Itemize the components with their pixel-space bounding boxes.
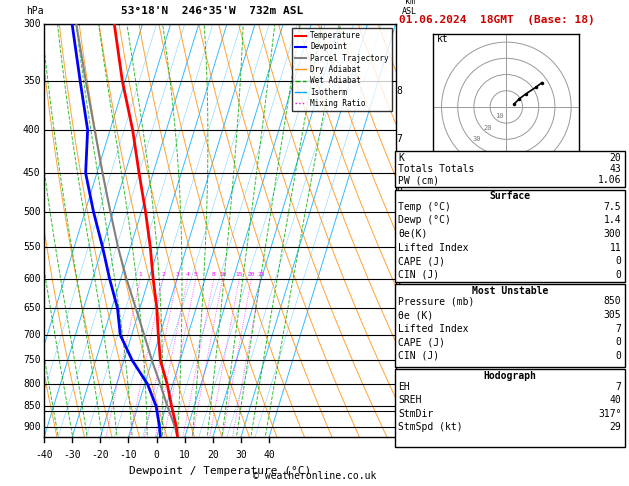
Text: 550: 550 [23, 242, 40, 252]
Text: 3: 3 [175, 272, 179, 277]
Text: 5: 5 [194, 272, 198, 277]
Text: 20: 20 [484, 124, 492, 131]
Text: 305: 305 [604, 310, 621, 320]
Text: 40: 40 [263, 450, 275, 460]
Text: θe (K): θe (K) [398, 310, 433, 320]
Text: Lifted Index: Lifted Index [398, 243, 469, 253]
Text: 350: 350 [23, 76, 40, 86]
Text: -40: -40 [35, 450, 53, 460]
Text: 11: 11 [610, 243, 621, 253]
Text: LCL: LCL [396, 406, 411, 415]
Text: 7: 7 [396, 134, 402, 144]
Text: CIN (J): CIN (J) [398, 351, 439, 361]
Text: 1: 1 [138, 272, 142, 277]
Text: 800: 800 [23, 379, 40, 389]
Text: SREH: SREH [398, 395, 421, 405]
Text: kt: kt [437, 34, 448, 44]
Text: CIN (J): CIN (J) [398, 270, 439, 280]
Text: -10: -10 [120, 450, 137, 460]
Text: Surface: Surface [489, 191, 530, 202]
Text: 1.06: 1.06 [598, 175, 621, 186]
Text: 450: 450 [23, 168, 40, 178]
Text: 600: 600 [23, 274, 40, 284]
Text: 6: 6 [396, 184, 402, 194]
Text: 850: 850 [23, 401, 40, 411]
Text: 7: 7 [616, 382, 621, 392]
Text: km
ASL: km ASL [402, 0, 417, 16]
Text: 20: 20 [610, 153, 621, 163]
Text: -20: -20 [91, 450, 109, 460]
Text: Most Unstable: Most Unstable [472, 286, 548, 296]
Text: 2: 2 [161, 272, 165, 277]
Text: 750: 750 [23, 355, 40, 365]
Legend: Temperature, Dewpoint, Parcel Trajectory, Dry Adiabat, Wet Adiabat, Isotherm, Mi: Temperature, Dewpoint, Parcel Trajectory… [292, 28, 392, 111]
Text: Hodograph: Hodograph [483, 371, 537, 382]
Text: 0: 0 [616, 337, 621, 347]
Text: 650: 650 [23, 303, 40, 313]
Text: 53°18'N  246°35'W  732m ASL: 53°18'N 246°35'W 732m ASL [121, 6, 304, 16]
Text: -30: -30 [64, 450, 81, 460]
Text: 500: 500 [23, 207, 40, 217]
Text: 300: 300 [23, 19, 40, 29]
Text: 0: 0 [616, 270, 621, 280]
Text: 900: 900 [23, 422, 40, 433]
Text: 1: 1 [396, 422, 402, 433]
Text: 2: 2 [396, 377, 402, 387]
Text: 30: 30 [235, 450, 247, 460]
Text: 700: 700 [23, 330, 40, 340]
Text: 8: 8 [212, 272, 216, 277]
Text: 0: 0 [616, 351, 621, 361]
Text: Dewpoint / Temperature (°C): Dewpoint / Temperature (°C) [129, 467, 311, 476]
Text: Pressure (mb): Pressure (mb) [398, 296, 474, 307]
Text: Mixing Ratio (g/kg): Mixing Ratio (g/kg) [415, 175, 425, 287]
Text: Totals Totals: Totals Totals [398, 164, 474, 174]
Text: 7.5: 7.5 [604, 202, 621, 212]
Text: 300: 300 [604, 229, 621, 239]
Text: 29: 29 [610, 422, 621, 433]
Text: hPa: hPa [26, 6, 44, 16]
Text: 8: 8 [396, 86, 402, 96]
Text: StmDir: StmDir [398, 409, 433, 419]
Text: 3: 3 [396, 330, 402, 340]
Text: θe(K): θe(K) [398, 229, 428, 239]
Text: 0: 0 [153, 450, 160, 460]
Text: 0: 0 [616, 256, 621, 266]
Text: 20: 20 [248, 272, 255, 277]
Text: 7: 7 [616, 324, 621, 334]
Text: 25: 25 [257, 272, 265, 277]
Text: 43: 43 [610, 164, 621, 174]
Text: © weatheronline.co.uk: © weatheronline.co.uk [253, 471, 376, 481]
Text: 317°: 317° [598, 409, 621, 419]
Text: Temp (°C): Temp (°C) [398, 202, 451, 212]
Text: 4: 4 [396, 283, 402, 293]
Text: EH: EH [398, 382, 410, 392]
Text: 1.4: 1.4 [604, 215, 621, 226]
Text: 30: 30 [472, 136, 481, 142]
Text: CAPE (J): CAPE (J) [398, 256, 445, 266]
Text: 01.06.2024  18GMT  (Base: 18): 01.06.2024 18GMT (Base: 18) [399, 15, 595, 25]
Text: 20: 20 [207, 450, 219, 460]
Text: 400: 400 [23, 125, 40, 135]
Text: 10: 10 [219, 272, 226, 277]
Text: PW (cm): PW (cm) [398, 175, 439, 186]
Text: StmSpd (kt): StmSpd (kt) [398, 422, 463, 433]
Text: 10: 10 [179, 450, 191, 460]
Text: 5: 5 [396, 235, 402, 245]
Text: 4: 4 [186, 272, 189, 277]
Text: CAPE (J): CAPE (J) [398, 337, 445, 347]
Text: K: K [398, 153, 404, 163]
Text: Dewp (°C): Dewp (°C) [398, 215, 451, 226]
Text: 10: 10 [495, 113, 503, 119]
Text: 15: 15 [235, 272, 243, 277]
Text: 850: 850 [604, 296, 621, 307]
Text: 40: 40 [610, 395, 621, 405]
Text: Lifted Index: Lifted Index [398, 324, 469, 334]
